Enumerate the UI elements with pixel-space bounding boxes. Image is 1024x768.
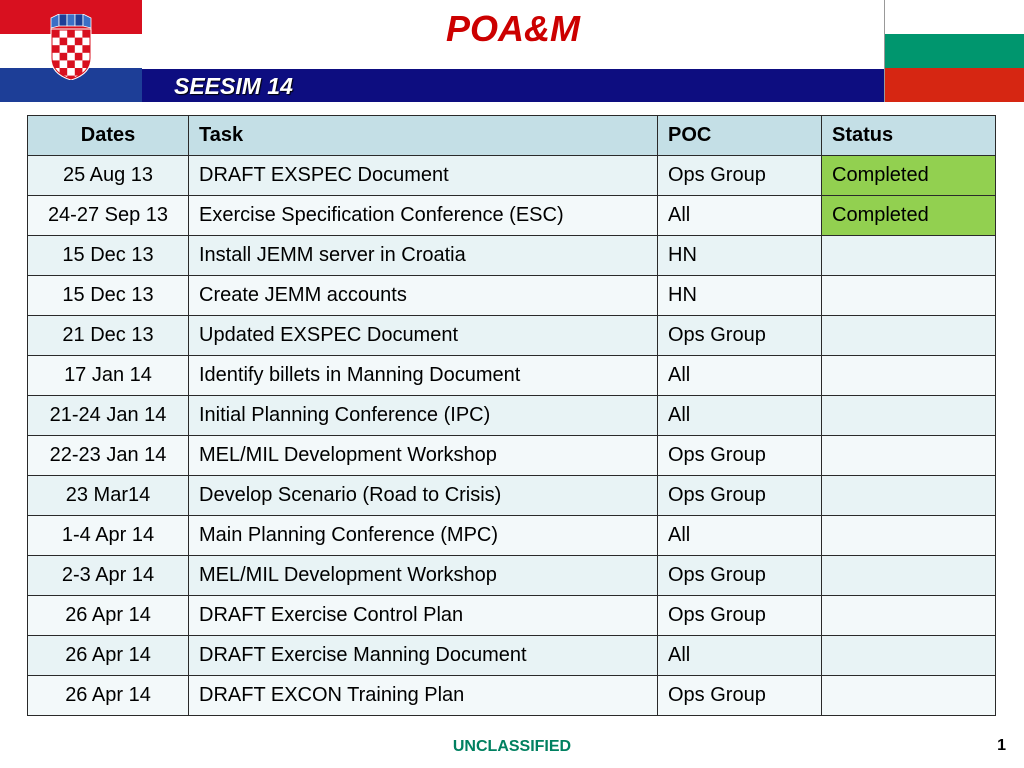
column-header-poc: POC <box>657 115 822 156</box>
cell-status <box>821 675 996 716</box>
table-row: 26 Apr 14 DRAFT EXCON Training Plan Ops Gr… <box>27 675 996 716</box>
table-row: 2-3 Apr 14 MEL/MIL Development Workshop Op… <box>27 555 996 596</box>
cell-task: DRAFT Exercise Control Plan <box>188 595 658 636</box>
cell-task: Exercise Specification Conference (ESC) <box>188 195 658 236</box>
page-title: POA&M <box>446 8 580 49</box>
cell-poc: All <box>657 635 822 676</box>
cell-status <box>821 435 996 476</box>
table-row: 23 Mar14 Develop Scenario (Road to Crisis… <box>27 475 996 516</box>
cell-status: Completed <box>821 195 996 236</box>
table-row: 15 Dec 13 Create JEMM accounts HN <box>27 275 996 316</box>
cell-date: 21-24 Jan 14 <box>27 395 189 436</box>
cell-date: 26 Apr 14 <box>27 595 189 636</box>
cell-poc: All <box>657 515 822 556</box>
bulgaria-flag <box>884 0 1024 102</box>
cell-status <box>821 475 996 516</box>
table-row: 22-23 Jan 14 MEL/MIL Development Workshop… <box>27 435 996 476</box>
cell-task: Develop Scenario (Road to Crisis) <box>188 475 658 516</box>
cell-date: 22-23 Jan 14 <box>27 435 189 476</box>
cell-date: 23 Mar14 <box>27 475 189 516</box>
subtitle-bar: SEESIM 14 <box>142 69 884 102</box>
cell-task: Main Planning Conference (MPC) <box>188 515 658 556</box>
table-row: 1-4 Apr 14 Main Planning Conference (MPC)… <box>27 515 996 556</box>
cell-task: MEL/MIL Development Workshop <box>188 435 658 476</box>
croatia-flag <box>0 0 142 102</box>
cell-date: 15 Dec 13 <box>27 275 189 316</box>
cell-status <box>821 355 996 396</box>
cell-poc: All <box>657 355 822 396</box>
table-row: 24-27 Sep 13 Exercise Specification Confe… <box>27 195 996 236</box>
column-header-dates: Dates <box>27 115 189 156</box>
cell-poc: Ops Group <box>657 595 822 636</box>
cell-poc: Ops Group <box>657 555 822 596</box>
cell-status: Completed <box>821 155 996 196</box>
cell-date: 25 Aug 13 <box>27 155 189 196</box>
cell-task: Updated EXSPEC Document <box>188 315 658 356</box>
cell-poc: Ops Group <box>657 155 822 196</box>
cell-task: MEL/MIL Development Workshop <box>188 555 658 596</box>
table-row: 26 Apr 14 DRAFT Exercise Control Plan Ops … <box>27 595 996 636</box>
classification-label: UNCLASSIFIED <box>452 738 572 755</box>
cell-task: DRAFT EXCON Training Plan <box>188 675 658 716</box>
table-row: 15 Dec 13 Install JEMM server in Croatia H… <box>27 235 996 276</box>
cell-status <box>821 275 996 316</box>
table-header-row: Dates Task POC Status <box>27 115 996 156</box>
cell-date: 2-3 Apr 14 <box>27 555 189 596</box>
croatia-coat-of-arms-icon <box>50 14 92 80</box>
cell-date: 21 Dec 13 <box>27 315 189 356</box>
cell-poc: All <box>657 395 822 436</box>
cell-status <box>821 595 996 636</box>
cell-task: DRAFT EXSPEC Document <box>188 155 658 196</box>
cell-date: 15 Dec 13 <box>27 235 189 276</box>
cell-poc: Ops Group <box>657 315 822 356</box>
cell-poc: Ops Group <box>657 435 822 476</box>
flag-red-band <box>885 68 1024 102</box>
cell-poc: Ops Group <box>657 675 822 716</box>
cell-poc: All <box>657 195 822 236</box>
page-number: 1 <box>997 737 1006 754</box>
cell-poc: Ops Group <box>657 475 822 516</box>
table-row: 21-24 Jan 14 Initial Planning Conference … <box>27 395 996 436</box>
poam-table-container: Dates Task POC Status 25 Aug 13 DRAFT EXS… <box>27 115 996 716</box>
cell-status <box>821 315 996 356</box>
poam-table: Dates Task POC Status 25 Aug 13 DRAFT EXS… <box>27 115 996 716</box>
flag-white-band <box>885 0 1024 34</box>
cell-status <box>821 555 996 596</box>
cell-date: 26 Apr 14 <box>27 675 189 716</box>
column-header-status: Status <box>821 115 996 156</box>
cell-status <box>821 395 996 436</box>
cell-task: Install JEMM server in Croatia <box>188 235 658 276</box>
table-row: 17 Jan 14 Identify billets in Manning Doc… <box>27 355 996 396</box>
cell-status <box>821 515 996 556</box>
cell-status <box>821 635 996 676</box>
cell-task: Identify billets in Manning Document <box>188 355 658 396</box>
cell-date: 1-4 Apr 14 <box>27 515 189 556</box>
table-row: 25 Aug 13 DRAFT EXSPEC Document Ops Group C… <box>27 155 996 196</box>
cell-date: 24-27 Sep 13 <box>27 195 189 236</box>
table-row: 21 Dec 13 Updated EXSPEC Document Ops Grou… <box>27 315 996 356</box>
cell-poc: HN <box>657 275 822 316</box>
subtitle: SEESIM 14 <box>174 73 293 99</box>
column-header-task: Task <box>188 115 658 156</box>
cell-task: DRAFT Exercise Manning Document <box>188 635 658 676</box>
cell-status <box>821 235 996 276</box>
cell-task: Initial Planning Conference (IPC) <box>188 395 658 436</box>
cell-poc: HN <box>657 235 822 276</box>
cell-date: 26 Apr 14 <box>27 635 189 676</box>
cell-date: 17 Jan 14 <box>27 355 189 396</box>
flag-green-band <box>885 34 1024 68</box>
table-row: 26 Apr 14 DRAFT Exercise Manning Document… <box>27 635 996 676</box>
cell-task: Create JEMM accounts <box>188 275 658 316</box>
